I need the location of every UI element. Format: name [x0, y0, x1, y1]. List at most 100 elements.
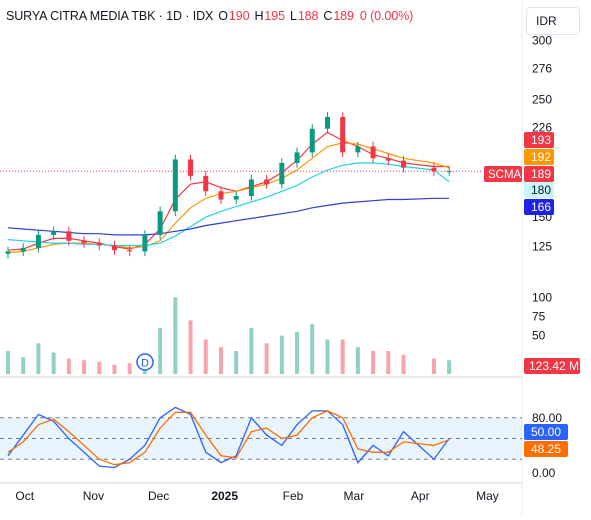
dividend-marker-text: D — [141, 358, 149, 370]
price-badge-text: 180 — [531, 183, 551, 197]
candle-body — [188, 159, 194, 176]
volume-bar — [310, 324, 315, 374]
candle-body — [96, 243, 102, 246]
candle-body — [127, 250, 133, 252]
stochastic-line — [7, 406, 450, 469]
candle-body — [81, 240, 87, 244]
volume-bar — [97, 361, 102, 374]
price-tick-label: 300 — [532, 33, 552, 47]
stochastic-badge-text: 50.00 — [531, 425, 561, 439]
candle-body — [111, 245, 117, 251]
price-tick-label: 226 — [532, 121, 552, 135]
volume-bar — [279, 335, 284, 374]
volume-tick-label: 50 — [532, 329, 546, 343]
stochastic-badge-text: 48.25 — [531, 442, 561, 456]
price-badge-text: 166 — [531, 200, 551, 214]
time-tick-label: Apr — [411, 489, 430, 503]
price-tick-label: 276 — [532, 62, 552, 76]
symbol-header: SURYA CITRA MEDIA TBK · 1D · IDX O190 H195… — [6, 9, 413, 23]
change-value: 0 (0.00%) — [359, 9, 414, 23]
volume-bar — [203, 339, 208, 374]
candle-body — [340, 116, 346, 153]
volume-bar — [249, 328, 254, 374]
currency-button[interactable]: IDR — [526, 7, 580, 35]
volume-bar — [51, 352, 56, 374]
candle-body — [20, 247, 26, 252]
symbol-tag-text: SCMA — [488, 169, 522, 181]
time-tick-label: Oct — [15, 489, 34, 503]
stochastic-badge — [524, 441, 568, 457]
volume-bar — [173, 297, 178, 374]
volume-bar — [371, 351, 376, 374]
candle-body — [324, 116, 330, 129]
candle-body — [446, 171, 452, 173]
candle-body — [172, 159, 178, 212]
candle-body — [157, 211, 163, 235]
volume-tick-label: 75 — [532, 310, 546, 324]
volume-badge-text: 123.42 M — [529, 359, 579, 373]
close-value: 189 — [333, 9, 354, 23]
moving-average-line — [7, 162, 450, 247]
stochastic-line — [7, 410, 450, 466]
volume-bar — [355, 347, 360, 374]
volume-bar — [295, 331, 300, 374]
volume-bar — [36, 343, 41, 374]
price-badge — [524, 182, 554, 198]
time-tick-label: Feb — [283, 489, 304, 503]
moving-average-line — [7, 197, 450, 236]
candle-body — [355, 146, 361, 153]
volume-tick-label: 100 — [532, 290, 552, 304]
price-badge-text: 193 — [531, 133, 551, 147]
time-tick-label: Nov — [83, 489, 104, 503]
open-label: O — [218, 9, 228, 23]
volume-bar — [401, 354, 406, 374]
volume-bar — [6, 351, 10, 374]
candle-body — [5, 251, 11, 254]
stochastic-badge — [524, 424, 568, 440]
candle-body — [385, 158, 391, 161]
candle-body — [233, 195, 239, 200]
time-tick-label: May — [476, 489, 499, 503]
volume-bar — [234, 351, 239, 374]
candle-body — [51, 231, 57, 235]
price-badge — [524, 166, 554, 182]
volume-badge — [524, 358, 580, 374]
high-value: 195 — [264, 9, 285, 23]
candle-body — [35, 234, 41, 248]
time-tick-label: Mar — [344, 489, 365, 503]
moving-average-line — [7, 142, 450, 254]
volume-bar — [264, 343, 269, 374]
low-value: 188 — [297, 9, 319, 23]
price-badge — [524, 149, 554, 165]
open-value: 190 — [228, 9, 250, 23]
volume-bar — [82, 360, 87, 374]
candle-body — [142, 234, 148, 252]
candle-body — [370, 146, 376, 159]
volume-bar — [325, 339, 330, 374]
volume-bar — [340, 339, 345, 374]
volume-bar — [386, 351, 391, 374]
volume-bar — [21, 357, 26, 374]
candle-body — [309, 128, 315, 153]
symbol-title: SURYA CITRA MEDIA TBK · 1D · IDX — [6, 9, 214, 23]
candle-body — [218, 191, 224, 200]
time-tick-label: 2025 — [211, 489, 238, 503]
candle-body — [203, 175, 209, 192]
stochastic-tick-label: 80.00 — [532, 411, 562, 425]
candle-body — [401, 160, 407, 168]
price-badge — [524, 132, 554, 148]
volume-bar — [112, 364, 117, 374]
high-label: H — [254, 9, 264, 23]
candle-body — [66, 231, 72, 241]
dividend-icon — [136, 353, 154, 371]
symbol-tag — [484, 166, 522, 182]
volume-bar — [188, 320, 193, 374]
price-badge-text: 189 — [531, 167, 551, 181]
close-label: C — [323, 9, 333, 23]
price-badge — [524, 199, 554, 215]
volume-bar — [218, 347, 223, 374]
price-badge-text: 192 — [531, 150, 551, 164]
volume-bar — [127, 363, 132, 374]
